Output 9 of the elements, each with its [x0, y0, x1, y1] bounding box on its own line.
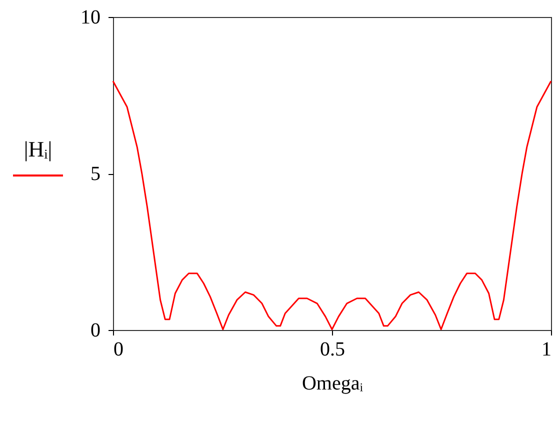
- y-tick-label: 0: [90, 320, 100, 342]
- line-series: [112, 80, 552, 330]
- x-axis-title: Omegaᵢ: [302, 372, 364, 394]
- y-axis-title: |Hᵢ|: [24, 136, 52, 162]
- x-tick-label: 1: [542, 338, 552, 360]
- y-tick-label: 5: [90, 163, 100, 185]
- x-tick-label: 0: [114, 338, 124, 360]
- y-tick-label: 10: [80, 6, 100, 28]
- x-tick-label: 0.5: [320, 338, 345, 360]
